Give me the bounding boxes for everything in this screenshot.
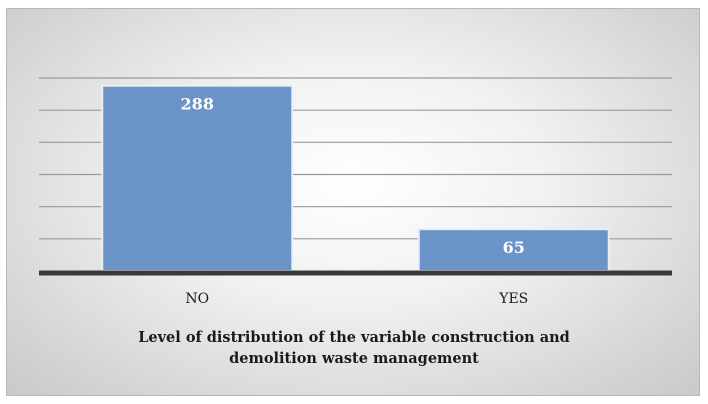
- x-axis-title-line-2: demolition waste management: [229, 350, 479, 367]
- data-label-no: 288: [181, 95, 214, 114]
- bar-yes: [417, 228, 610, 272]
- bar-chart: 288 65 NO YES: [39, 77, 672, 307]
- x-tick-label-no: NO: [185, 291, 209, 307]
- x-axis-title: Level of distribution of the variable co…: [7, 327, 701, 369]
- x-axis-title-line-1: Level of distribution of the variable co…: [138, 329, 570, 346]
- chart-frame: 288 65 NO YES Level of distribution of the…: [6, 8, 700, 396]
- data-label-yes: 65: [503, 238, 525, 257]
- x-tick-labels: NO YES: [185, 291, 528, 307]
- bar-data-labels: 288 65: [181, 95, 525, 257]
- x-tick-label-yes: YES: [498, 291, 528, 307]
- bars: [101, 84, 610, 272]
